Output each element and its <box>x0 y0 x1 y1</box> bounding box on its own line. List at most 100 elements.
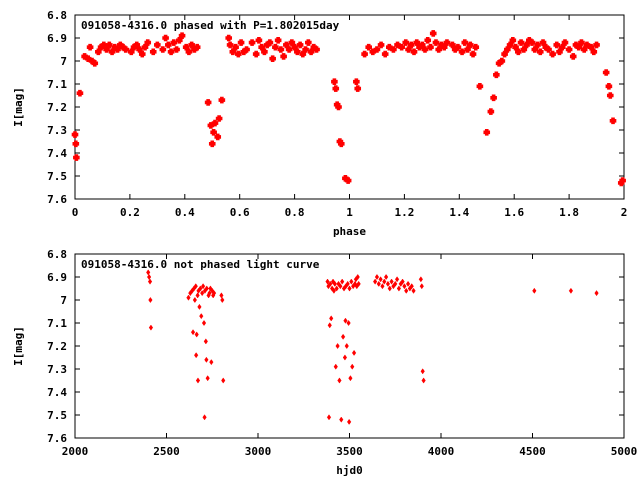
y-tick-label: 7.2 <box>47 101 67 114</box>
data-point <box>472 43 480 51</box>
data-point <box>402 283 407 290</box>
data-point <box>73 154 80 161</box>
data-point <box>490 94 497 102</box>
data-point <box>327 322 332 329</box>
data-point <box>420 368 425 375</box>
y-tick-label: 6.9 <box>47 271 67 284</box>
x-tick-label: 2500 <box>153 445 180 458</box>
data-point <box>340 278 345 285</box>
data-point <box>432 39 440 46</box>
data-point <box>221 377 226 384</box>
data-point <box>347 418 352 425</box>
data-point <box>373 46 381 53</box>
data-point <box>201 319 207 327</box>
data-point <box>296 41 304 49</box>
data-point <box>345 280 350 287</box>
y-tick-label: 7.4 <box>47 147 67 160</box>
data-points <box>71 30 626 187</box>
data-point <box>329 315 334 322</box>
data-point <box>429 30 437 37</box>
data-point <box>178 32 186 39</box>
data-point <box>305 39 312 46</box>
data-point <box>195 292 200 299</box>
x-tick-label: 0 <box>72 206 79 219</box>
data-point <box>209 359 214 366</box>
data-point <box>365 43 373 51</box>
data-point <box>347 285 352 292</box>
data-point <box>248 39 256 46</box>
data-point <box>378 276 383 283</box>
data-point <box>190 329 196 336</box>
data-point <box>285 46 293 53</box>
data-point <box>200 290 205 297</box>
data-point <box>72 140 80 148</box>
data-point <box>86 43 94 51</box>
data-point <box>167 48 175 56</box>
data-point <box>509 37 517 44</box>
y-tick-label: 7.3 <box>47 363 67 376</box>
y-tick-label: 7 <box>60 294 67 307</box>
data-point <box>483 129 491 136</box>
data-point <box>225 34 233 42</box>
y-tick-label: 6.8 <box>47 248 67 261</box>
data-point <box>337 140 345 148</box>
data-point <box>214 133 222 141</box>
data-point <box>138 50 146 58</box>
data-point <box>226 41 234 49</box>
chart-title: 091058-4316.0 phased with P=1.802015day <box>81 19 340 32</box>
data-point <box>534 41 541 49</box>
data-point <box>458 48 466 56</box>
data-point <box>354 85 362 92</box>
data-point <box>487 108 495 115</box>
data-point <box>194 352 199 359</box>
data-point <box>356 280 361 287</box>
x-tick-label: 0.8 <box>285 206 305 219</box>
data-point <box>419 283 424 290</box>
data-point <box>122 46 130 53</box>
data-point <box>148 324 154 331</box>
x-tick-label: 1.6 <box>504 206 524 219</box>
data-point <box>148 296 153 304</box>
data-point <box>313 46 320 53</box>
data-point <box>389 278 394 285</box>
data-point <box>387 285 392 292</box>
data-point <box>220 296 225 304</box>
data-point <box>381 50 389 58</box>
data-point <box>568 287 574 294</box>
data-points <box>146 269 599 425</box>
data-point <box>326 414 332 421</box>
data-point <box>203 338 208 345</box>
x-tick-label: 1.4 <box>449 206 469 219</box>
data-point <box>602 69 610 76</box>
data-point <box>377 41 385 49</box>
data-point <box>185 48 193 56</box>
y-axis: 6.8 6.9 7 7.1 7.2 7.3 7.4 7.5 7.6 <box>47 9 624 206</box>
data-point <box>159 46 167 53</box>
data-point <box>343 317 348 324</box>
data-point <box>390 46 397 53</box>
data-point <box>266 39 274 46</box>
data-point <box>461 39 469 46</box>
data-point <box>476 83 484 90</box>
data-point <box>207 290 212 297</box>
data-point <box>165 41 172 49</box>
data-point <box>280 53 287 60</box>
data-point <box>331 287 337 294</box>
data-point <box>515 48 522 56</box>
data-point <box>208 140 216 148</box>
data-point <box>349 278 354 285</box>
data-point <box>605 83 613 90</box>
x-tick-label: 3500 <box>336 445 363 458</box>
x-axis-label: phase <box>333 225 366 238</box>
data-point <box>205 375 210 382</box>
data-point <box>204 356 209 363</box>
x-tick-label: 2000 <box>62 445 89 458</box>
data-point <box>380 283 385 290</box>
data-point <box>325 278 330 285</box>
data-point <box>162 34 169 42</box>
data-point <box>211 119 219 127</box>
data-point <box>350 363 355 370</box>
data-point <box>361 50 368 58</box>
data-point <box>269 55 276 62</box>
